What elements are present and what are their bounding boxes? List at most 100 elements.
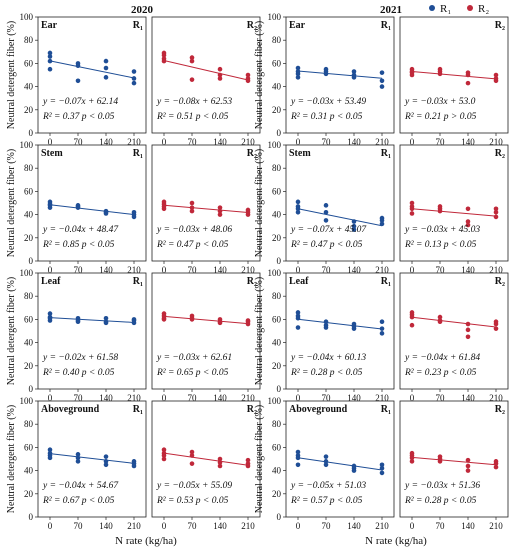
- data-point: [131, 320, 137, 326]
- data-point: [409, 72, 415, 78]
- data-point: [465, 463, 471, 469]
- fit-equation: y = −0.04x + 60.13: [290, 353, 366, 363]
- panel-tag: R₁: [381, 148, 391, 159]
- data-point: [75, 452, 81, 457]
- data-point: [189, 461, 195, 466]
- data-point: [323, 462, 329, 468]
- x-tick-label: 140: [347, 521, 361, 531]
- data-point: [245, 321, 251, 327]
- fit-statistics: R² = 0.57 p < 0.05: [290, 496, 363, 506]
- y-axis-title: Neutral detergent fiber (%): [6, 277, 17, 385]
- x-tick-label: 210: [375, 265, 389, 275]
- data-point: [161, 317, 167, 322]
- fit-statistics: R² = 0.37 p < 0.05: [42, 112, 115, 122]
- panel-tag: R₂: [247, 276, 257, 287]
- data-point: [217, 212, 223, 217]
- panel-frame: [37, 400, 147, 518]
- x-tick-label: 210: [241, 521, 255, 531]
- data-point: [465, 321, 471, 327]
- data-point: [245, 463, 251, 469]
- data-point: [493, 209, 499, 215]
- regression-line: [411, 71, 497, 80]
- x-tick-label: 0: [48, 393, 53, 403]
- x-tick-label: 140: [213, 265, 227, 275]
- fit-equation: y = −0.04x + 48.47: [42, 225, 119, 235]
- year-label-2021: 2021: [380, 4, 402, 16]
- y-tick-label: 0: [29, 128, 34, 138]
- panel-tag: R₁: [381, 20, 391, 31]
- x-tick-label: 70: [322, 265, 332, 275]
- regression-line: [163, 59, 249, 81]
- fit-statistics: R² = 0.65 p < 0.05: [156, 368, 229, 378]
- panel-2021-R2-Ear: 0 70 140 210 R₂ y = −0.03x + 53.0 R² = 0.21 p …: [399, 16, 509, 147]
- fit-statistics: R² = 0.21 p > 0.05: [404, 112, 477, 122]
- data-point: [295, 65, 301, 71]
- x-tick-label: 0: [162, 137, 167, 147]
- x-tick-label: 0: [162, 265, 167, 275]
- x-tick-label: 210: [489, 265, 503, 275]
- data-point: [493, 206, 499, 212]
- x-tick-label: 140: [99, 137, 113, 147]
- data-point: [323, 209, 329, 215]
- panel-frame: [399, 272, 509, 390]
- x-axis-title-2021: N rate (kg/ha): [365, 535, 427, 547]
- x-tick-label: 140: [347, 393, 361, 403]
- data-point: [465, 206, 471, 212]
- data-point: [217, 72, 223, 78]
- data-point: [131, 463, 137, 469]
- y-tick-label: 80: [272, 35, 282, 45]
- y-tick-label: 20: [24, 489, 34, 499]
- y-tick-label: 20: [24, 105, 34, 115]
- panel-2021-R2-Stem: 0 70 140 210 R₂ y = −0.03x + 45.03 R² = 0.13 p…: [399, 144, 509, 275]
- data-point: [379, 326, 385, 331]
- x-tick-label: 0: [296, 393, 301, 403]
- fit-statistics: R² = 0.53 p < 0.05: [156, 496, 229, 506]
- y-tick-label: 60: [272, 186, 282, 196]
- data-point: [323, 203, 329, 208]
- x-tick-label: 0: [410, 137, 415, 147]
- data-point: [379, 221, 385, 227]
- panel-tag: R₂: [495, 20, 505, 31]
- y-tick-label: 40: [272, 210, 282, 220]
- data-point: [351, 75, 357, 80]
- data-point: [295, 462, 301, 468]
- x-tick-label: 210: [489, 137, 503, 147]
- data-point: [295, 325, 301, 330]
- y-tick-label: 40: [24, 82, 34, 92]
- x-tick-label: 70: [436, 265, 446, 275]
- fit-equation: y = −0.03x + 62.61: [156, 353, 232, 363]
- data-point: [217, 205, 223, 210]
- panel-title: Stem: [41, 148, 63, 159]
- x-tick-label: 210: [127, 393, 141, 403]
- y-tick-label: 100: [20, 396, 34, 406]
- x-tick-label: 70: [74, 393, 84, 403]
- data-point: [379, 465, 385, 471]
- data-point: [47, 50, 53, 56]
- x-tick-label: 0: [296, 265, 301, 275]
- y-tick-label: 100: [268, 12, 282, 22]
- data-point: [465, 468, 471, 473]
- x-tick-label: 210: [375, 521, 389, 531]
- y-tick-label: 100: [20, 268, 34, 278]
- legend: R₁ R₂: [429, 3, 489, 15]
- panel-title: Aboveground: [41, 404, 100, 415]
- x-tick-label: 70: [436, 521, 446, 531]
- x-tick-label: 70: [436, 393, 446, 403]
- data-point: [379, 331, 385, 336]
- data-point: [245, 457, 251, 463]
- fit-statistics: R² = 0.28 p < 0.05: [290, 368, 363, 378]
- data-point: [103, 320, 109, 326]
- panel-frame: [399, 144, 509, 262]
- data-point: [189, 58, 195, 64]
- y-tick-label: 0: [29, 384, 34, 394]
- data-point: [409, 455, 415, 461]
- panel-2021-R2-Leaf: 0 70 140 210 R₂ y = −0.04x + 61.84 R² = 0.23 p…: [399, 272, 509, 403]
- data-point: [323, 71, 329, 77]
- data-point: [409, 206, 415, 212]
- x-tick-label: 140: [461, 521, 475, 531]
- fit-equation: y = −0.05x + 55.09: [156, 481, 232, 491]
- data-point: [295, 315, 301, 321]
